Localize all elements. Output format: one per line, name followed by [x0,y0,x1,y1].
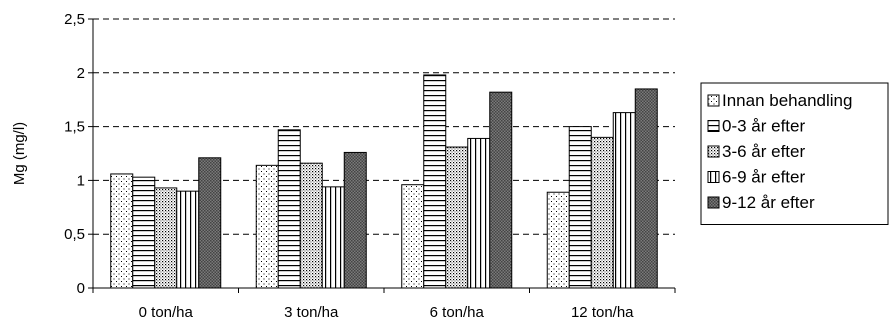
legend-label: 0-3 år efter [722,117,805,136]
y-tick-label: 0 [77,280,85,297]
bar [467,137,491,289]
legend-label: 9-12 år efter [722,193,815,212]
bar [255,164,279,289]
x-tick-label: 3 ton/ha [284,304,339,321]
bar [277,129,301,289]
bar [401,184,425,289]
bar [343,151,367,289]
bar [612,112,636,289]
x-tick-label: 12 ton/ha [571,304,634,321]
bar [546,191,570,289]
y-tick-label: 1,5 [64,119,85,136]
bar [568,126,592,289]
bar [634,88,658,289]
legend-box [700,82,889,225]
y-tick-label: 1 [77,172,85,189]
legend-swatch [707,120,720,132]
bar [299,162,323,289]
bar [423,74,447,289]
bar [590,136,614,289]
bar [489,91,513,289]
y-tick-label: 2 [77,65,85,82]
x-tick-label: 6 ton/ha [430,304,485,321]
x-tick-label: 0 ton/ha [139,304,194,321]
bar [132,176,156,289]
y-tick-label: 0,5 [64,226,85,243]
bar [445,146,469,289]
legend-swatch [707,145,720,158]
bar [198,157,222,289]
legend-swatch [707,94,720,107]
bar [176,190,200,289]
bar [110,173,134,289]
legend-swatch [707,171,720,183]
bar [321,186,345,289]
legend-label: 3-6 år efter [722,142,805,161]
legend-swatch [707,196,720,209]
bar [154,187,178,289]
legend-label: Innan behandling [722,91,852,110]
legend-label: 6-9 år efter [722,168,805,187]
y-axis-title: Mg (mg/l) [11,122,28,185]
y-tick-label: 2,5 [64,11,85,28]
